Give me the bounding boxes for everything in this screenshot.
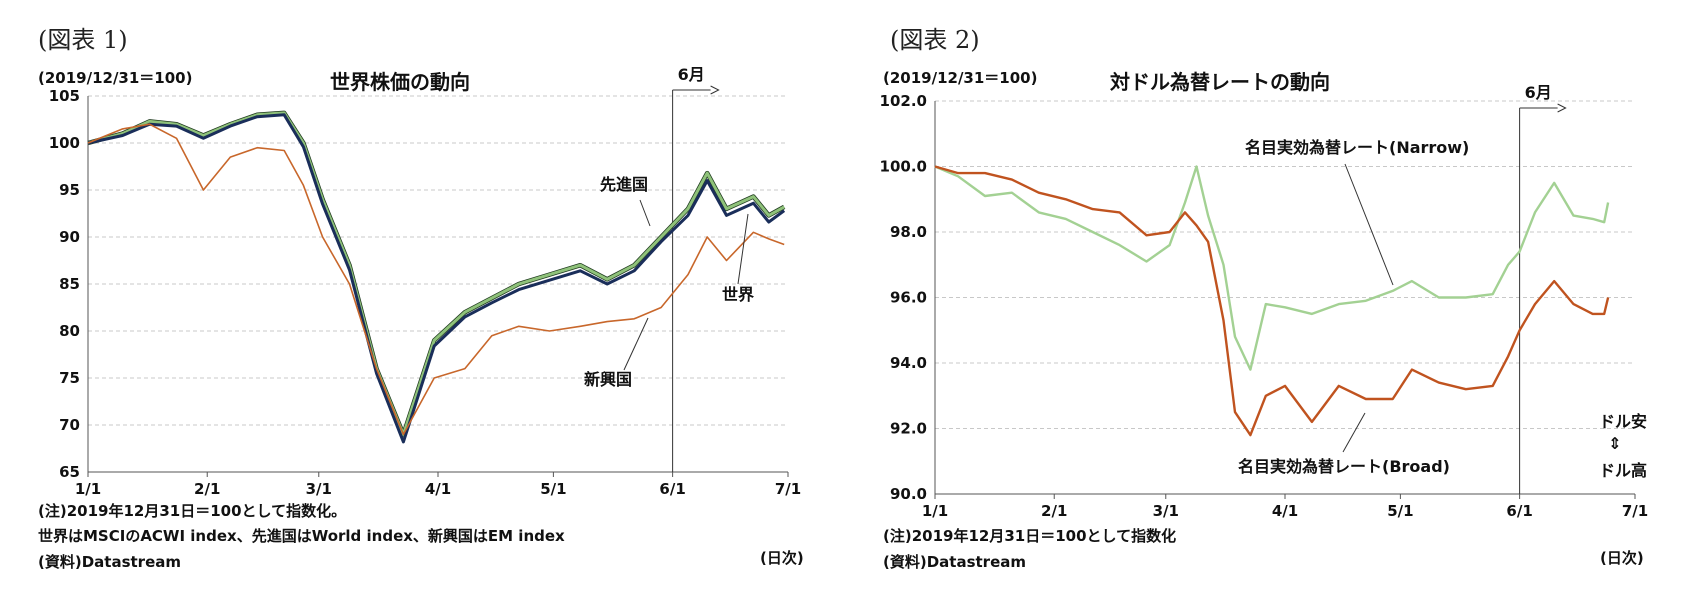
chart-title: 対ドル為替レートの動向: [1110, 70, 1330, 94]
annotation-dollar-weak: ドル安: [1599, 412, 1647, 431]
annotation-narrow: 名目実効為替レート(Narrow): [1245, 138, 1469, 157]
x-unit-label: (日次): [760, 549, 804, 567]
figure-label: (図表 2): [890, 26, 980, 54]
chart-plot-fx: 102.0 100.0 98.0 96.0 94.0 92.0 90.01/1 2/1 3/1 4…: [880, 83, 1649, 520]
x-tick-label: 4/1: [425, 480, 451, 498]
y-tick-label: 95: [59, 181, 80, 199]
series-line: [934, 165, 1610, 371]
note-line: (注)2019年12月31日＝100として指数化。: [38, 502, 347, 520]
base-label: (2019/12/31＝100): [883, 69, 1038, 87]
series-line: [87, 111, 785, 436]
annotation-developed: 先進国: [600, 175, 648, 194]
y-tick-label: 100: [49, 134, 80, 152]
annotation-leader: [1344, 163, 1394, 286]
x-tick-label: 6/1: [1506, 502, 1532, 520]
annotation-dollar-strong: ドル高: [1599, 461, 1647, 480]
y-tick-label: 85: [59, 275, 80, 293]
x-tick-label: 5/1: [540, 480, 566, 498]
y-tick-label: 90: [59, 228, 80, 246]
annotation-leader: [1342, 412, 1366, 453]
june-marker-label: 6月: [678, 65, 705, 84]
chart-panel-stocks: (図表 1) (2019/12/31＝100) 世界株価の動向 105 100 95…: [0, 0, 840, 603]
y-tick-label: 105: [49, 87, 80, 105]
series-line: [934, 165, 1610, 437]
x-tick-label: 7/1: [1622, 502, 1648, 520]
x-unit-label: (日次): [1600, 549, 1644, 567]
june-marker-arrowhead: [710, 85, 720, 95]
y-tick-label: 90.0: [890, 485, 927, 503]
x-tick-label: 4/1: [1272, 502, 1298, 520]
annotation-leader: [639, 199, 651, 227]
annotation-world: 世界: [722, 285, 754, 304]
annotation-broad: 名目実効為替レート(Broad): [1238, 457, 1450, 476]
annotation-emerging: 新興国: [584, 370, 632, 389]
x-tick-label: 2/1: [194, 480, 220, 498]
y-tick-label: 65: [59, 463, 80, 481]
x-tick-label: 1/1: [75, 480, 101, 498]
y-tick-label: 102.0: [880, 92, 927, 110]
y-tick-label: 96.0: [890, 289, 927, 307]
y-tick-label: 75: [59, 369, 80, 387]
updown-arrow-icon: ⇕: [1608, 434, 1621, 453]
x-tick-label: 3/1: [306, 480, 332, 498]
annotation-leader: [623, 317, 649, 371]
x-tick-label: 2/1: [1041, 502, 1067, 520]
base-label: (2019/12/31＝100): [38, 69, 193, 87]
note-line: (資料)Datastream: [883, 553, 1026, 571]
chart-panel-fx: (図表 2) (2019/12/31＝100) 対ドル為替レートの動向 102.…: [845, 0, 1681, 603]
y-tick-label: 80: [59, 322, 80, 340]
note-line: (注)2019年12月31日＝100として指数化: [883, 527, 1177, 545]
y-tick-label: 98.0: [890, 223, 927, 241]
y-tick-label: 100.0: [880, 158, 927, 176]
y-tick-label: 70: [59, 416, 80, 434]
note-line: 世界はMSCIのACWI index、先進国はWorld index、新興国はE…: [38, 527, 565, 545]
x-tick-label: 5/1: [1387, 502, 1413, 520]
june-marker-arrowhead: [1557, 103, 1567, 113]
x-tick-label: 6/1: [659, 480, 685, 498]
series-line-outline: [87, 110, 786, 437]
june-marker-label: 6月: [1525, 83, 1552, 102]
y-tick-label: 92.0: [890, 420, 927, 438]
chart-plot-stocks: 105 100 95 90 85 80 75 70 651/1 2/1 3/1 4/1 5/1 6/1 7/…: [49, 65, 801, 498]
x-tick-label: 1/1: [922, 502, 948, 520]
figure-label: (図表 1): [38, 26, 128, 54]
x-tick-label: 7/1: [775, 480, 801, 498]
x-tick-label: 3/1: [1153, 502, 1179, 520]
series-line: [87, 113, 786, 444]
note-line: (資料)Datastream: [38, 553, 181, 571]
series-line: [87, 123, 785, 436]
y-tick-label: 94.0: [890, 354, 927, 372]
annotation-leader: [737, 213, 749, 285]
chart-title: 世界株価の動向: [330, 70, 470, 94]
